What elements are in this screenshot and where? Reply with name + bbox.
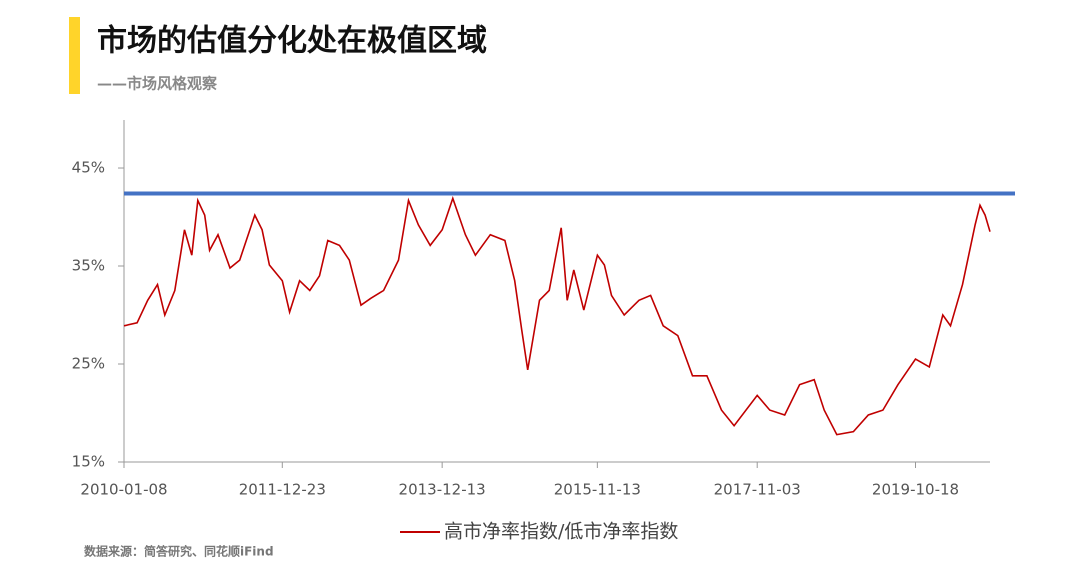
chart-title: 市场的估值分化处在极值区域	[97, 24, 487, 59]
data-line	[123, 195, 991, 436]
y-tick-label: 45%	[72, 159, 105, 177]
x-tick-label: 2013-12-13	[399, 481, 486, 499]
x-tick-label: 2017-11-03	[714, 481, 801, 499]
legend-label: 高市净率指数/低市净率指数	[444, 521, 678, 543]
source: 数据来源：简答研究、同花顺iFind	[84, 544, 274, 559]
y-tick-label: 25%	[72, 355, 105, 373]
accent-bar	[69, 17, 80, 94]
x-tick-label: 2011-12-23	[239, 481, 326, 499]
chart-subtitle: ——市场风格观察	[97, 75, 218, 93]
x-tick-label: 2019-10-18	[872, 481, 959, 499]
x-tick-label: 2010-01-08	[80, 481, 167, 499]
x-tick-label: 2015-11-13	[554, 481, 641, 499]
y-tick-label: 35%	[72, 257, 105, 275]
y-tick-label: 15%	[72, 453, 105, 471]
